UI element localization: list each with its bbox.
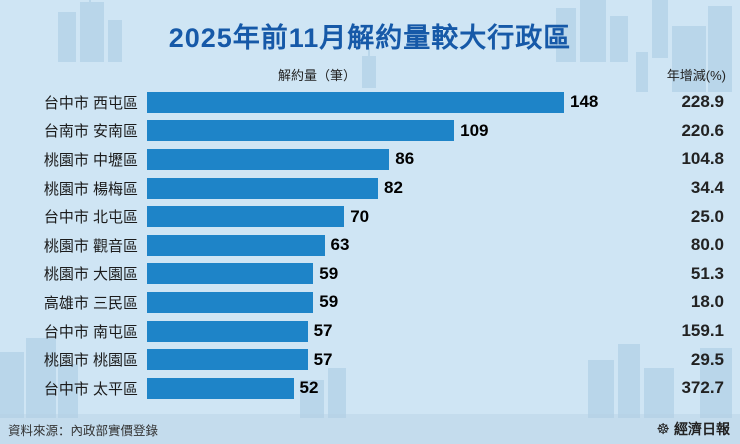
page-title: 2025年前11月解約量較大行政區 xyxy=(168,23,572,53)
bar xyxy=(147,91,564,113)
table-row: 台中市 西屯區 148 228.9 xyxy=(0,88,740,117)
yoy-column-header: 年增減(%) xyxy=(666,68,726,83)
brand-name: 經濟日報 xyxy=(674,421,730,437)
bar-value-label: 70 xyxy=(350,206,370,226)
source-note: 資料來源：內政部實價登錄 xyxy=(8,423,159,438)
yoy-change-value: 80.0 xyxy=(690,235,724,255)
bar xyxy=(147,206,345,228)
bar xyxy=(147,320,308,342)
district-label: 桃園市 楊梅區 xyxy=(43,180,138,198)
district-label: 桃園市 大園區 xyxy=(43,266,138,284)
bar-track: 86 xyxy=(147,148,624,170)
table-row: 桃園市 大園區 59 51.3 xyxy=(0,260,740,289)
yoy-change-value: 228.9 xyxy=(681,92,724,112)
bar xyxy=(147,148,390,170)
bar-track: 63 xyxy=(147,234,624,256)
bar xyxy=(147,120,455,142)
yoy-change-value: 372.7 xyxy=(681,378,724,398)
bar-track: 57 xyxy=(147,349,624,371)
bar-value-label: 148 xyxy=(570,92,599,112)
column-headers: 解約量（筆） 年增減(%) xyxy=(0,65,740,84)
table-row: 桃園市 桃園區 57 29.5 xyxy=(0,345,740,374)
value-axis-label: 解約量（筆） xyxy=(277,68,356,83)
yoy-change-value: 104.8 xyxy=(681,149,724,169)
table-row: 桃園市 楊梅區 82 34.4 xyxy=(0,174,740,203)
yoy-change-value: 159.1 xyxy=(681,321,724,341)
district-label: 台中市 太平區 xyxy=(43,380,138,398)
bar xyxy=(147,234,325,256)
brand: ☸ 經濟日報 xyxy=(657,419,730,439)
bar-value-label: 86 xyxy=(395,149,415,169)
district-label: 台南市 安南區 xyxy=(43,123,138,141)
table-row: 桃園市 中壢區 86 104.8 xyxy=(0,145,740,174)
bar-rows: 台中市 西屯區 148 228.9 台南市 安南區 109 220.6 桃園市 … xyxy=(0,88,740,414)
bar-value-label: 57 xyxy=(313,349,333,369)
bar-value-label: 52 xyxy=(299,378,319,398)
district-label: 桃園市 中壢區 xyxy=(43,151,138,169)
footer-bar: 資料來源：內政部實價登錄 ☸ 經濟日報 xyxy=(0,414,740,444)
bar xyxy=(147,349,308,371)
yoy-change-value: 34.4 xyxy=(690,178,724,198)
district-label: 桃園市 桃園區 xyxy=(43,352,138,370)
bar-value-label: 82 xyxy=(384,178,403,198)
yoy-change-value: 25.0 xyxy=(690,206,724,226)
yoy-change-value: 51.3 xyxy=(690,263,724,283)
bar-track: 82 xyxy=(147,177,624,199)
bar xyxy=(147,291,314,313)
table-row: 高雄市 三民區 59 18.0 xyxy=(0,288,740,317)
bar-track: 59 xyxy=(147,291,624,313)
district-label: 高雄市 三民區 xyxy=(43,294,138,312)
bar-value-label: 57 xyxy=(313,321,333,341)
bar-value-label: 59 xyxy=(319,263,339,283)
district-label: 台中市 南屯區 xyxy=(43,323,138,341)
table-row: 台中市 太平區 52 372.7 xyxy=(0,374,740,403)
table-row: 桃園市 觀音區 63 80.0 xyxy=(0,231,740,260)
bar-value-label: 59 xyxy=(319,292,339,312)
yoy-change-value: 18.0 xyxy=(690,292,724,312)
bar-track: 59 xyxy=(147,263,624,285)
bar-track: 148 xyxy=(147,91,624,113)
bar xyxy=(147,377,294,399)
district-label: 台中市 北屯區 xyxy=(43,209,138,227)
table-row: 台中市 北屯區 70 25.0 xyxy=(0,202,740,231)
district-label: 桃園市 觀音區 xyxy=(43,237,138,255)
bar-track: 52 xyxy=(147,377,624,399)
yoy-change-value: 29.5 xyxy=(690,349,724,369)
bar-track: 109 xyxy=(147,120,624,142)
district-label: 台中市 西屯區 xyxy=(43,94,138,112)
ship-wheel-icon: ☸ xyxy=(656,420,670,438)
bar xyxy=(147,263,314,285)
bar-value-label: 109 xyxy=(460,120,489,140)
table-row: 台中市 南屯區 57 159.1 xyxy=(0,317,740,346)
bar-track: 70 xyxy=(147,206,624,228)
bar-track: 57 xyxy=(147,320,624,342)
yoy-change-value: 220.6 xyxy=(681,120,724,140)
bar xyxy=(147,177,379,199)
table-row: 台南市 安南區 109 220.6 xyxy=(0,117,740,146)
bar-value-label: 63 xyxy=(330,235,350,255)
